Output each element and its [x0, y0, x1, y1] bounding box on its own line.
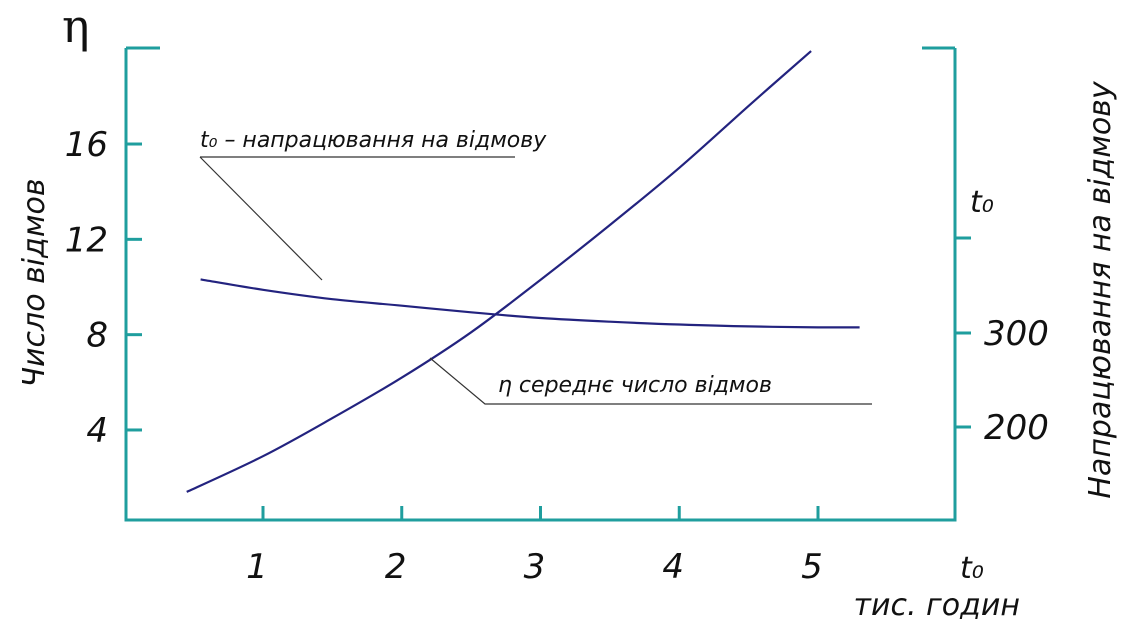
- x-tick-label: 3: [524, 547, 546, 587]
- x-tick-label: 4: [662, 547, 684, 587]
- series-line-failures: [186, 50, 812, 493]
- right-tick-label: 200: [984, 408, 1049, 448]
- right-axis-ticks: 200 300: [955, 236, 1049, 448]
- x-axis-symbol: t₀: [960, 551, 984, 586]
- left-axis-label: Число відмов: [17, 178, 52, 387]
- x-tick-label: 1: [246, 547, 268, 587]
- series-line-mtbf: [200, 278, 860, 329]
- left-axis-symbol: η: [62, 0, 90, 53]
- failures-annotation-leader: [429, 357, 872, 405]
- mtbf-annotation-text: t₀ – напрацювання на відмову: [200, 128, 547, 153]
- left-tick-label: 16: [65, 125, 108, 165]
- x-axis-label: тис. годин: [853, 588, 1020, 623]
- x-tick-label: 2: [385, 547, 407, 587]
- left-tick-label: 8: [86, 316, 108, 356]
- failures-annotation-text: η середнє число відмов: [498, 373, 772, 398]
- right-axis-symbol: t₀: [970, 185, 994, 220]
- right-tick-label: 300: [984, 314, 1049, 354]
- mtbf-annotation-leader: [199, 156, 323, 281]
- x-axis-ticks: 1 2 3 4 5: [246, 506, 823, 587]
- axes-frame: [124, 48, 957, 522]
- left-tick-label: 12: [65, 220, 108, 260]
- left-axis-ticks: 4 8 12 16: [65, 125, 142, 451]
- x-tick-label: 5: [801, 547, 823, 587]
- right-axis-label: Напрацювання на відмову: [1083, 80, 1118, 498]
- left-tick-label: 4: [86, 411, 108, 451]
